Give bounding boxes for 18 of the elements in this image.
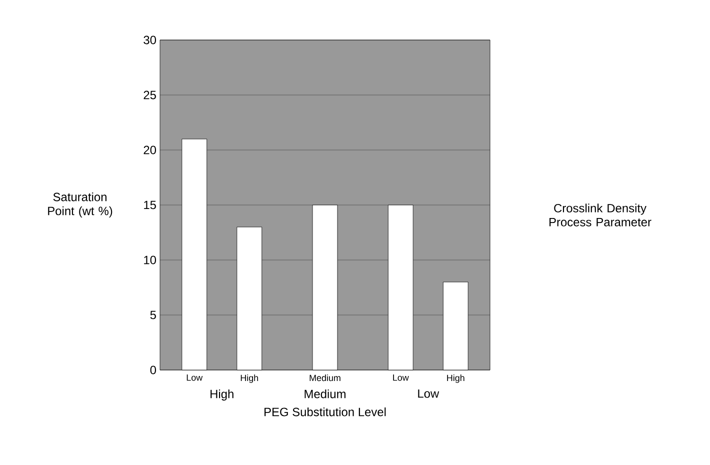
y-tick-label: 15 bbox=[144, 200, 156, 210]
text: Crosslink Density Process Parameter bbox=[550, 204, 652, 226]
y-tick-label: 25 bbox=[144, 90, 156, 100]
y-axis-title: Saturation Point (wt %) bbox=[48, 192, 112, 218]
text: High bbox=[447, 374, 464, 383]
x-tick-label: Low bbox=[418, 389, 440, 398]
series-label: High bbox=[240, 374, 258, 383]
y-tick-label: 10 bbox=[144, 256, 156, 264]
text: Low bbox=[393, 374, 409, 381]
series-label: Medium bbox=[310, 374, 340, 382]
series-label: Low bbox=[186, 374, 203, 381]
y-tick-label: 20 bbox=[144, 146, 156, 154]
y-tick-label: 5 bbox=[150, 310, 156, 320]
x-tick-label: High bbox=[210, 389, 234, 401]
x-axis-title: PEG Substitution Level bbox=[264, 407, 386, 416]
y-tick-label: 30 bbox=[144, 36, 156, 44]
y-tick-label: 0 bbox=[150, 366, 156, 374]
x-tick-label: Medium bbox=[304, 389, 346, 398]
